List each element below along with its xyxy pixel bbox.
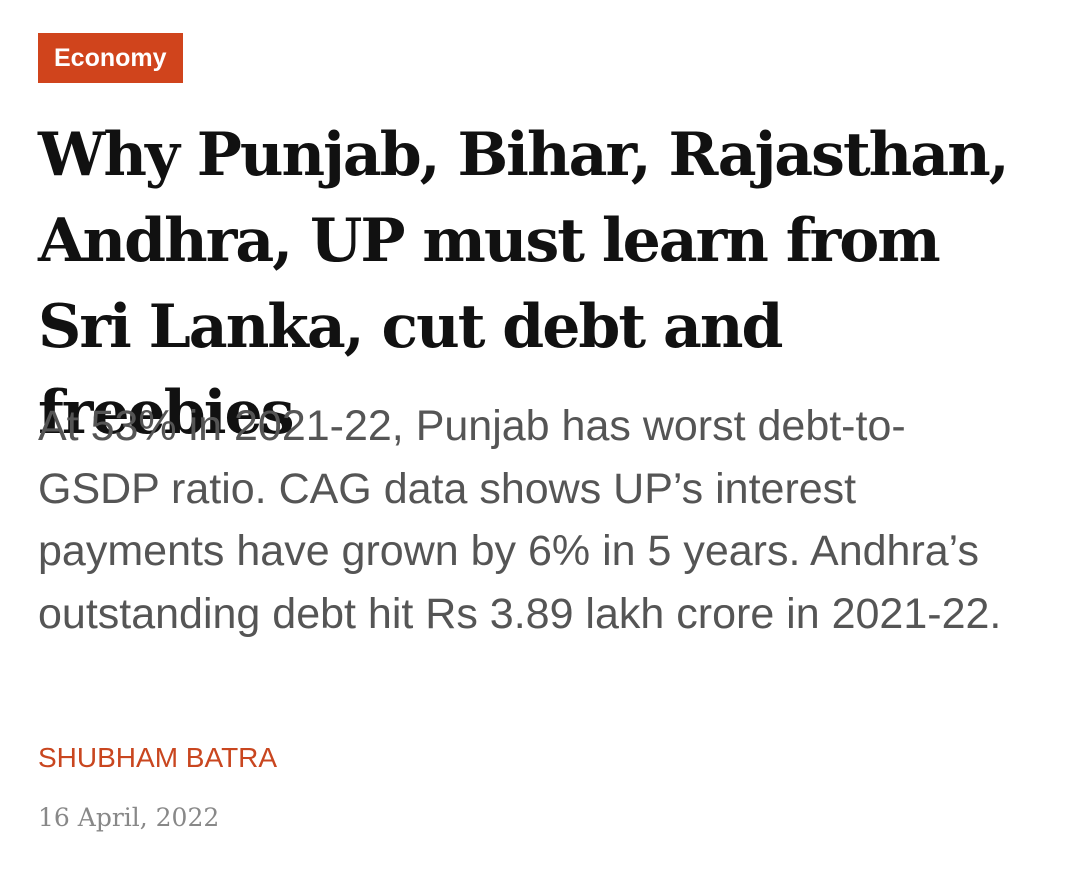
- category-tag[interactable]: Economy: [38, 33, 183, 83]
- author[interactable]: SHUBHAM BATRA: [38, 742, 278, 773]
- date: 16 April, 2022: [38, 803, 220, 832]
- summary: At 53% in 2021-22, Punjab has worst debt…: [38, 402, 1002, 638]
- headline[interactable]: Why Punjab, Bihar, Rajasthan, Andhra, UP…: [38, 120, 1010, 448]
